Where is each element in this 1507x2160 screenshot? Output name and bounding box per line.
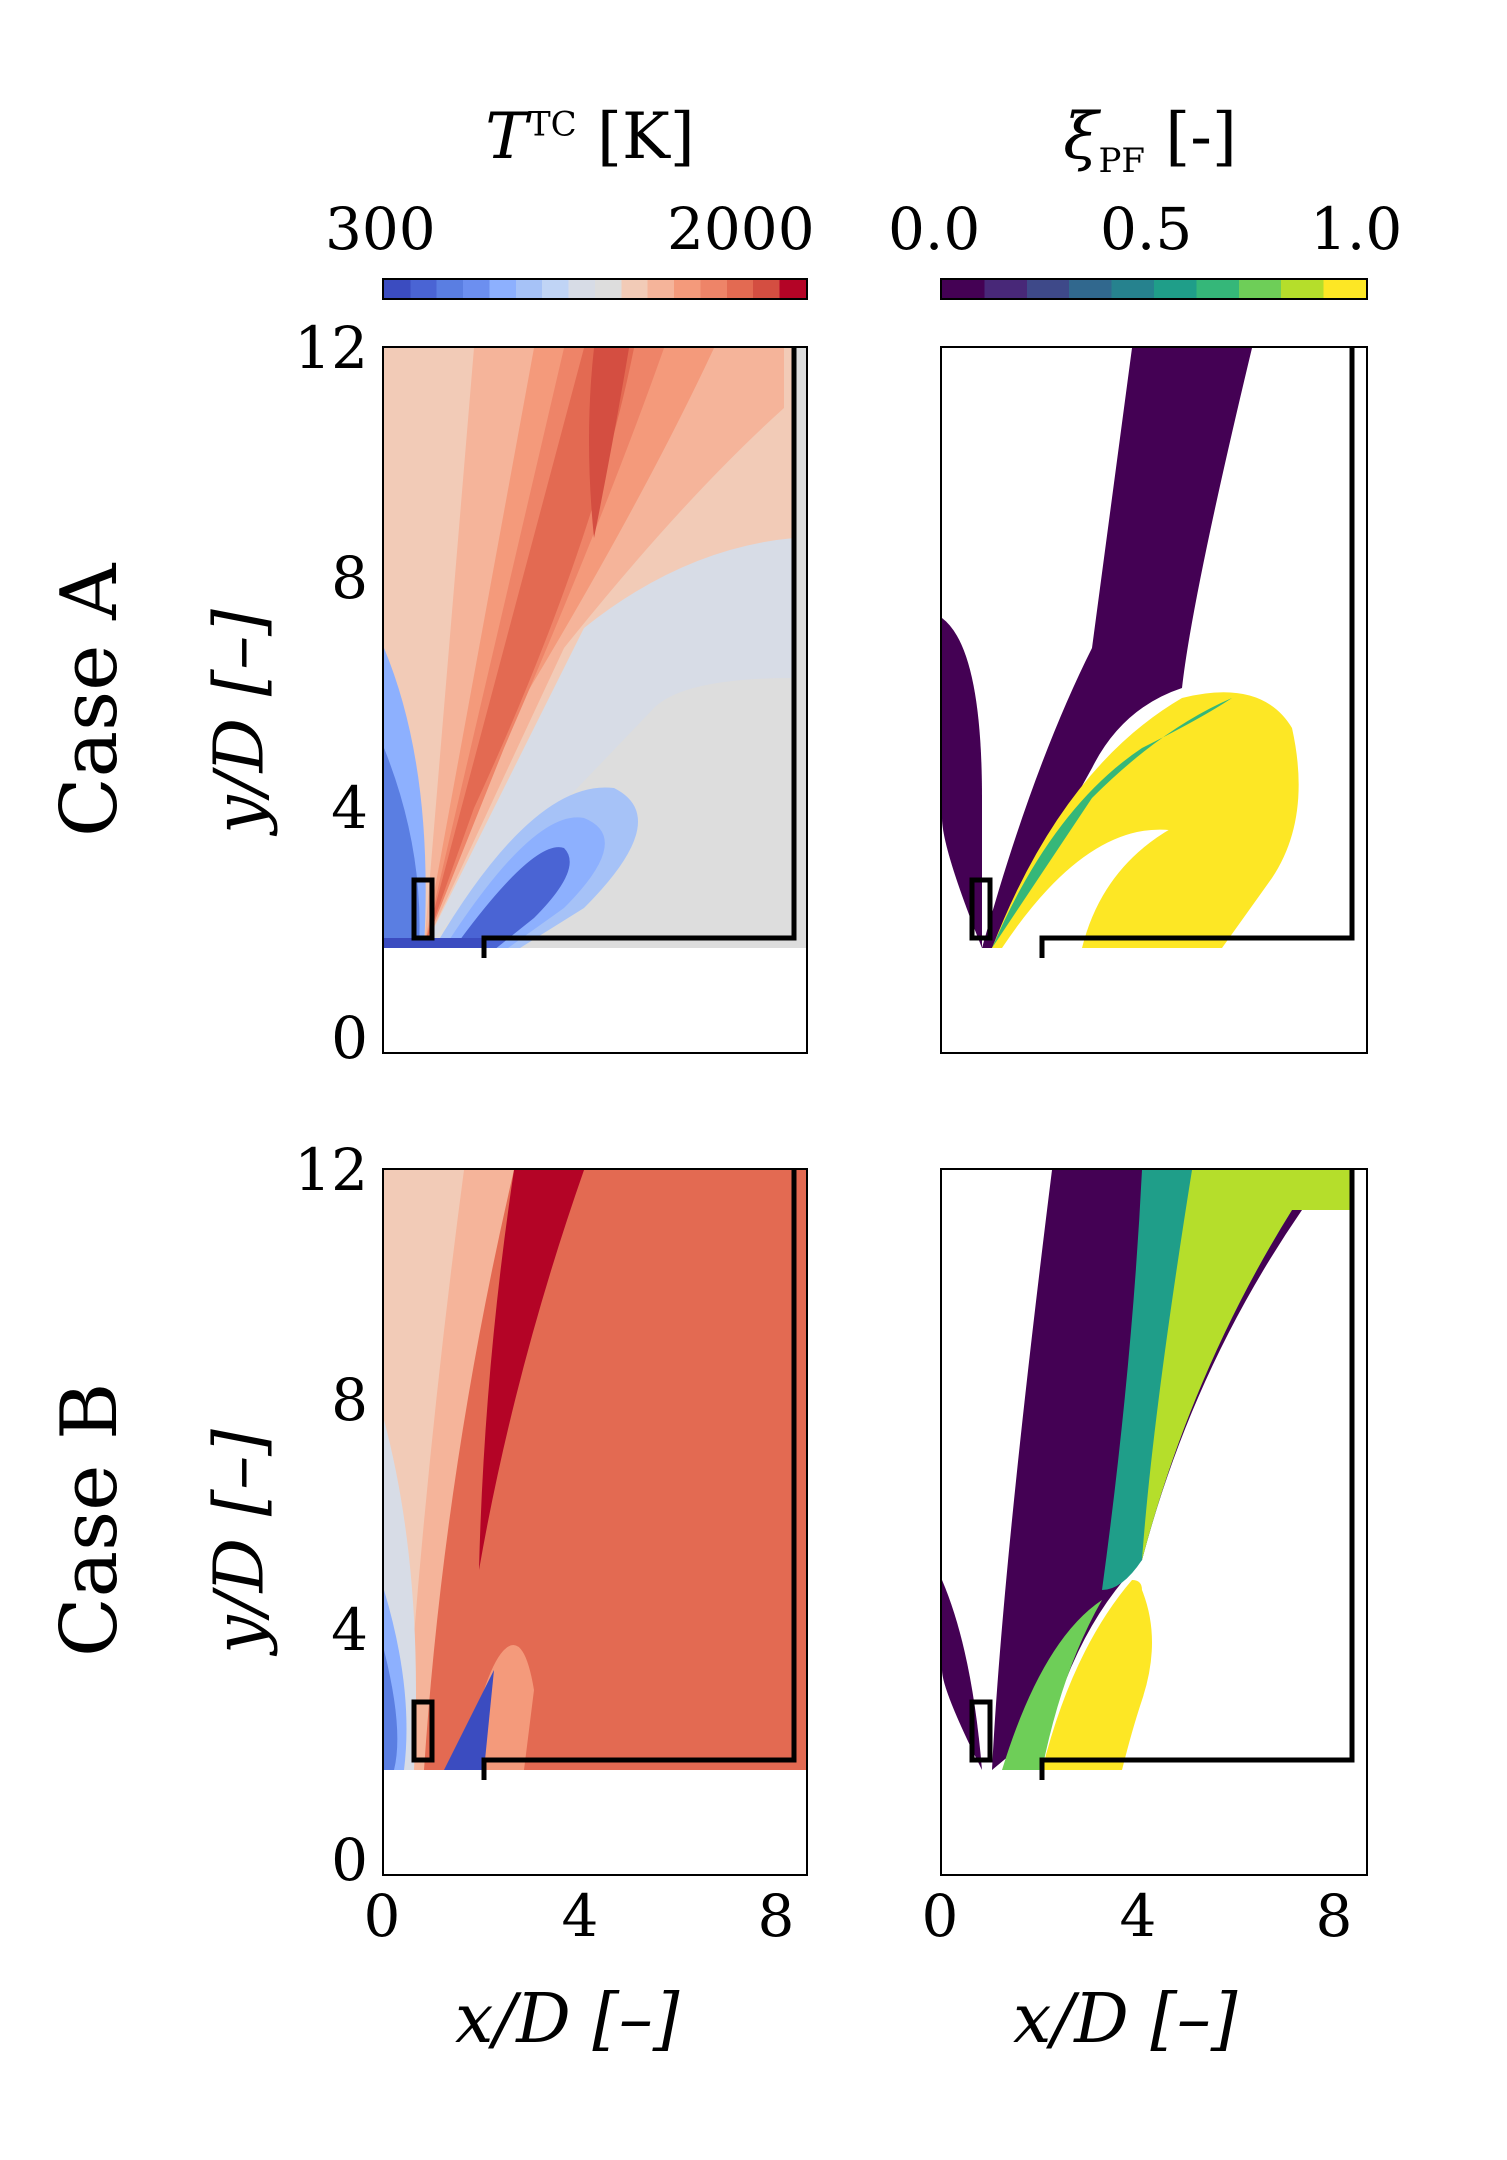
injector-outline bbox=[411, 877, 435, 941]
colorbar-temperature bbox=[382, 278, 808, 300]
colorbar-tick-0.5: 0.5 bbox=[1100, 195, 1193, 263]
xi-band-purple bbox=[942, 618, 982, 948]
xtick-8-right: 8 bbox=[1315, 1882, 1353, 1950]
ytick-4-b: 4 bbox=[331, 1596, 368, 1664]
wall-outline bbox=[1039, 348, 1355, 958]
ytick-8-b: 8 bbox=[331, 1366, 368, 1434]
ytick-8-a: 8 bbox=[331, 544, 368, 612]
contour-band bbox=[384, 748, 420, 948]
colorbar-tick-1.0: 1.0 bbox=[1310, 195, 1403, 263]
xi-band-yellow bbox=[1142, 1170, 1352, 1560]
injector-outline bbox=[969, 877, 993, 941]
panel-case-a-temperature bbox=[382, 346, 808, 1054]
injector-outline bbox=[969, 1699, 993, 1763]
xi-band-yellow bbox=[1042, 1580, 1152, 1770]
row-label-case-b: Case B bbox=[45, 1382, 135, 1658]
xlabel-right: x/D [–] bbox=[1013, 1980, 1238, 2059]
contour-band bbox=[424, 348, 664, 948]
colorbar-title-xi: ξPF [-] bbox=[1063, 100, 1237, 181]
wall-outline bbox=[481, 348, 797, 958]
xtick-4-left: 4 bbox=[561, 1882, 599, 1950]
colorbar-tick-0.0: 0.0 bbox=[888, 195, 981, 263]
panel-case-b-xi bbox=[940, 1168, 1368, 1876]
contour-band bbox=[589, 348, 629, 538]
wall-outline bbox=[1039, 1170, 1355, 1780]
below-wall bbox=[384, 948, 806, 1052]
panel-case-a-xi bbox=[940, 346, 1368, 1054]
panel-case-b-temperature bbox=[382, 1168, 808, 1876]
xi-band-purple bbox=[982, 348, 1252, 948]
ytick-4-a: 4 bbox=[331, 774, 368, 842]
xi-band-green bbox=[1002, 1600, 1102, 1770]
colorbar-tick-300: 300 bbox=[325, 195, 436, 263]
ytick-0-b: 0 bbox=[331, 1826, 368, 1894]
contour-band bbox=[444, 1670, 494, 1770]
contour-band bbox=[454, 847, 570, 958]
wall-outline bbox=[481, 1170, 797, 1780]
xtick-8-left: 8 bbox=[757, 1882, 795, 1950]
contour-band bbox=[479, 1170, 584, 1570]
xtick-4-right: 4 bbox=[1119, 1882, 1157, 1950]
xlabel-left: x/D [–] bbox=[455, 1980, 680, 2059]
colorbar-tick-2000: 2000 bbox=[667, 195, 815, 263]
row-label-case-a: Case A bbox=[45, 563, 135, 838]
ytick-0-a: 0 bbox=[331, 1004, 368, 1072]
contour-band bbox=[384, 1650, 398, 1770]
xtick-0-right: 0 bbox=[921, 1882, 959, 1950]
xi-band-yellow bbox=[992, 692, 1299, 948]
below-wall bbox=[384, 1770, 806, 1874]
injector-outline bbox=[411, 1699, 435, 1763]
xtick-0-left: 0 bbox=[363, 1882, 401, 1950]
ytick-12-b: 12 bbox=[294, 1136, 368, 1204]
ytick-12-a: 12 bbox=[294, 314, 368, 382]
colorbar-title-temperature: TTC [K] bbox=[485, 100, 695, 174]
contour-band bbox=[424, 348, 634, 948]
xi-band-teal bbox=[1102, 1170, 1352, 1590]
colorbar-xi bbox=[940, 278, 1368, 300]
